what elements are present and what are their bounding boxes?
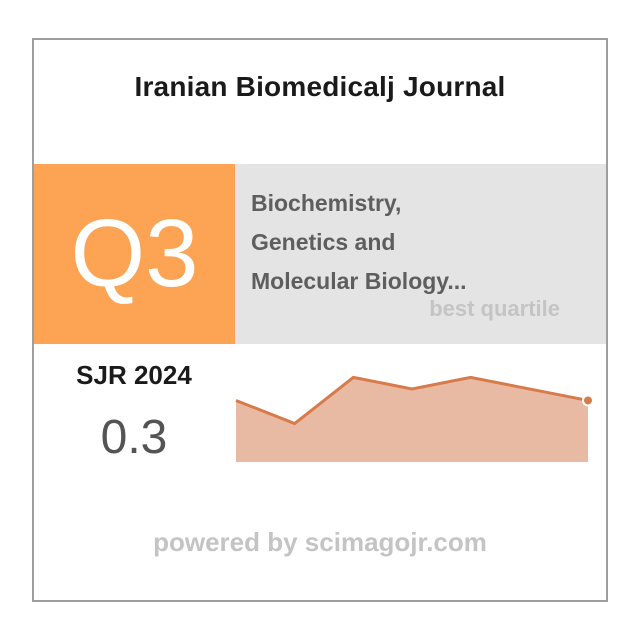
powered-by-footer[interactable]: powered by scimagojr.com: [153, 527, 487, 557]
sjr-trend-chart: [235, 375, 594, 462]
quartile-badge: Q3: [34, 164, 235, 344]
trend-line: [235, 375, 589, 426]
category-name: Biochemistry, Genetics and Molecular Bio…: [251, 190, 467, 294]
trend-area: [236, 377, 588, 462]
sjr-value: 0.3: [100, 411, 168, 464]
sjr-widget[interactable]: Iranian Biomedicalj Journal Q3 Biochemis…: [32, 38, 608, 602]
sjr-year-label: SJR 2024: [76, 360, 192, 390]
journal-title: Iranian Biomedicalj Journal: [134, 71, 506, 102]
trend-last-point-marker: [582, 394, 594, 407]
best-quartile-label: best quartile: [429, 296, 560, 321]
category-panel: Biochemistry, Genetics and Molecular Bio…: [235, 164, 606, 344]
